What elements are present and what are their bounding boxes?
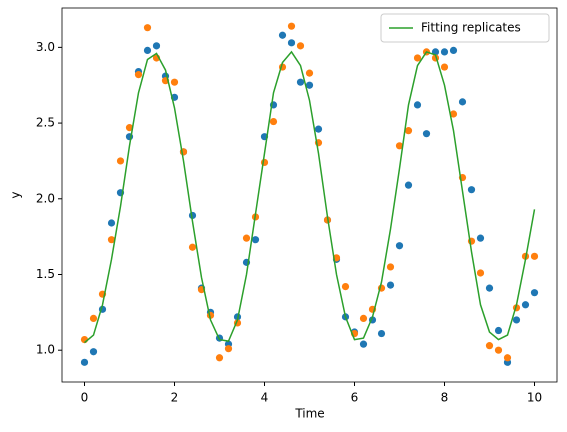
scatter-point [152, 42, 161, 50]
y-tick-label: 3.0 [36, 40, 55, 54]
x-tick-label: 6 [351, 391, 359, 405]
scatter-point [467, 186, 476, 194]
x-tick-label: 0 [81, 391, 89, 405]
scatter-point [404, 181, 413, 189]
scatter-point [278, 31, 287, 39]
x-tick-label: 2 [171, 391, 179, 405]
scatter-point [512, 316, 521, 324]
scatter-point [107, 236, 116, 244]
scatter-point [251, 236, 260, 244]
scatter-point [386, 281, 395, 289]
scatter-point [296, 78, 305, 86]
y-axis-label: y [9, 191, 23, 198]
scatter-point [476, 269, 485, 277]
scatter-point [395, 142, 404, 150]
y-tick-label: 2.5 [36, 116, 55, 130]
scatter-point [125, 124, 134, 132]
scatter-point [395, 242, 404, 250]
scatter-point [521, 301, 530, 309]
y-tick-label: 1.0 [36, 343, 55, 357]
scatter-point [422, 130, 431, 138]
scatter-point [449, 110, 458, 118]
scatter-point [188, 243, 197, 251]
x-tick-label: 8 [441, 391, 449, 405]
scatter-point [224, 345, 233, 353]
scatter-point [449, 46, 458, 54]
scatter-point [287, 22, 296, 30]
scatter-point [143, 46, 152, 54]
scatter-point [377, 329, 386, 338]
scatter-point [107, 219, 116, 227]
x-tick-label: 4 [261, 391, 269, 405]
scatter-point [404, 127, 413, 135]
scatter-point [494, 326, 503, 335]
scatter-point [305, 69, 314, 77]
scatter-point [530, 289, 539, 297]
scatter-point [494, 346, 503, 354]
scatter-point [134, 71, 143, 79]
scatter-point [89, 314, 98, 323]
scatter-point [341, 283, 350, 291]
scatter-point [260, 158, 269, 167]
scatter-point [287, 39, 296, 47]
scatter-point [503, 354, 512, 362]
scatter-point [440, 63, 449, 71]
y-tick-label: 2.0 [36, 191, 55, 205]
scatter-point [143, 24, 152, 32]
x-tick-label: 10 [527, 391, 542, 405]
scatter-point [116, 157, 125, 165]
fit-line [84, 50, 536, 344]
scatter-point [296, 42, 305, 50]
scatter-point [386, 263, 395, 271]
scatter-point [458, 98, 467, 106]
legend-label: Fitting replicates [421, 21, 521, 35]
plot-frame [61, 7, 558, 383]
scatter-point [485, 284, 494, 292]
scatter-point [530, 252, 539, 260]
scatter-point [314, 125, 323, 133]
scatter-point [242, 234, 251, 242]
scatter-point [413, 54, 422, 62]
scatter-point [80, 358, 89, 366]
scatter-point [170, 78, 179, 86]
scatter-point [485, 342, 494, 350]
scatter-point [440, 48, 449, 56]
scatter-point [476, 234, 485, 242]
scatter-point [89, 348, 98, 356]
x-axis-label: Time [294, 407, 324, 421]
scatter-point [413, 101, 422, 109]
scatter-point [359, 340, 368, 348]
legend-box [380, 13, 550, 43]
scatter-point [359, 314, 368, 323]
scatter-point [269, 117, 278, 126]
scatter-point [305, 81, 314, 89]
y-tick-label: 1.5 [36, 267, 55, 281]
scatter-point [215, 354, 224, 362]
legend: Fitting replicates [380, 13, 550, 43]
